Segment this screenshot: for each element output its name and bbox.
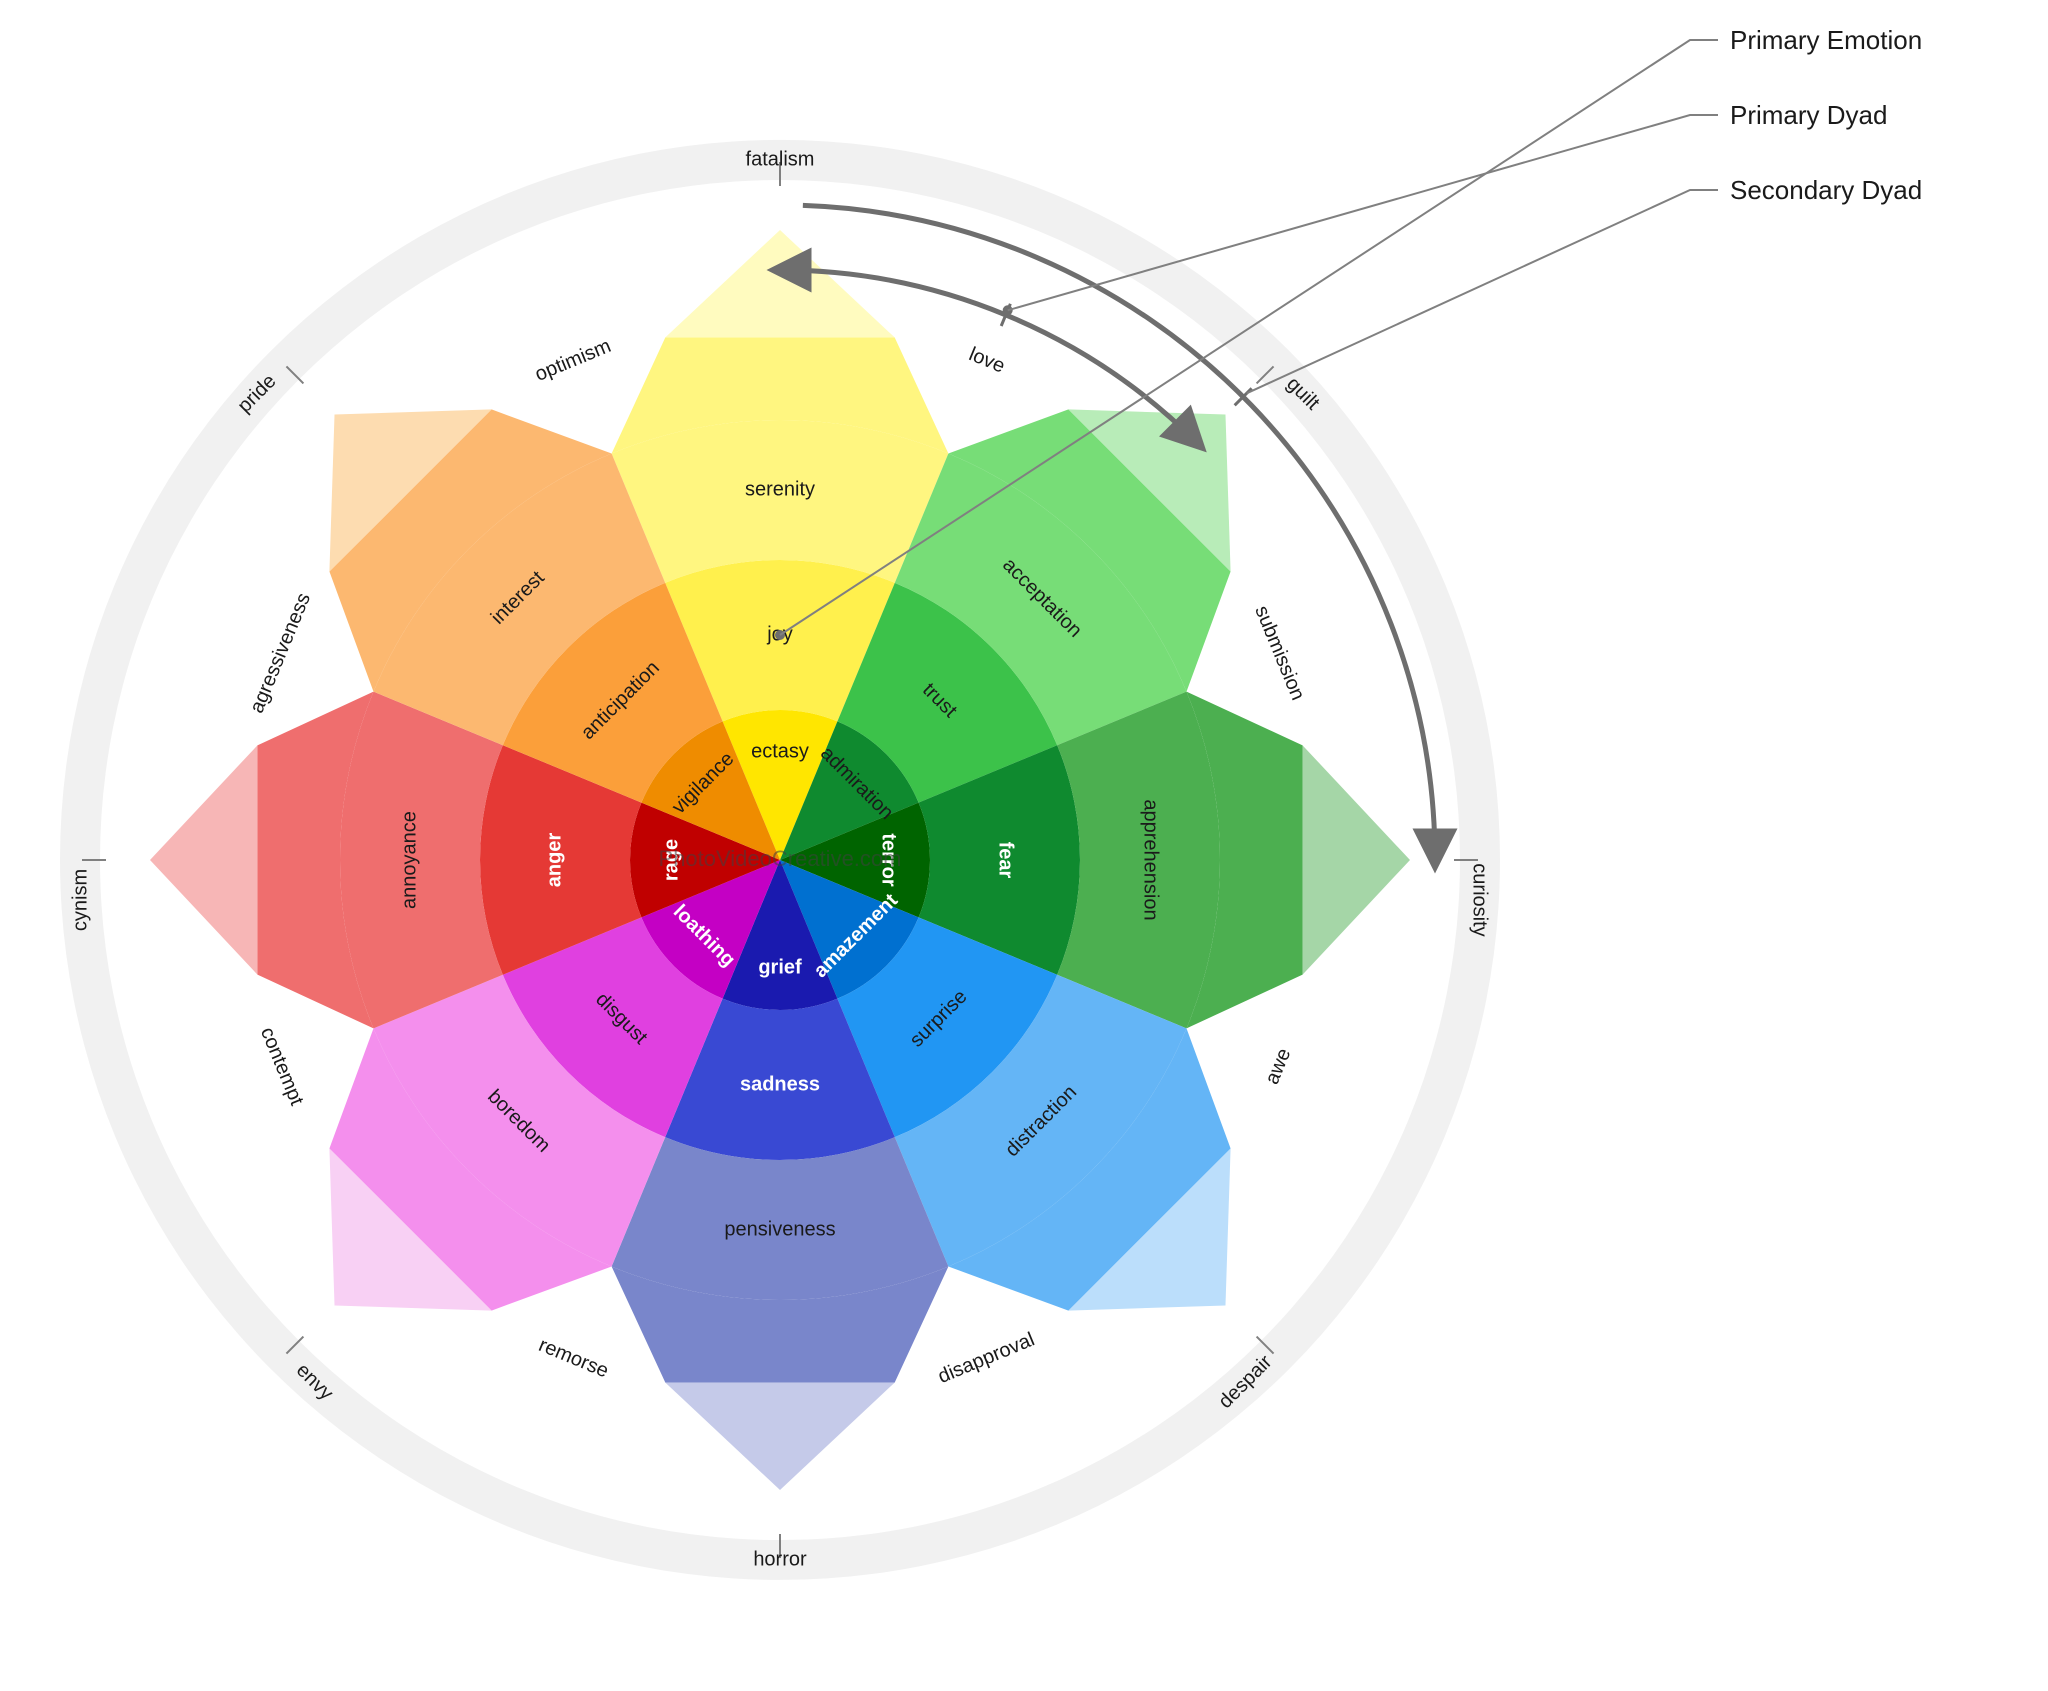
secondary-dyad-0: fatalism: [746, 148, 815, 170]
primary-dyad-0: love: [966, 343, 1008, 377]
petals.4.labels.0: grief: [758, 956, 802, 978]
petal-4-tipB: [665, 1383, 894, 1490]
petals.6.labels.1: anger: [543, 833, 565, 888]
petals.4.labels.2: pensiveness: [724, 1218, 835, 1240]
petals.4.labels.1: sadness: [740, 1073, 820, 1095]
legend-leader-2: [1247, 190, 1718, 393]
primary-dyad-2: awe: [1261, 1045, 1295, 1087]
primary-dyad-1: submission: [1250, 603, 1309, 704]
petal-6-tipB: [150, 745, 257, 974]
primary-dyad-4: remorse: [536, 1334, 612, 1382]
petals.0.labels.0: ectasy: [751, 740, 809, 762]
watermark: PhotoVideoCreative.com: [659, 846, 902, 871]
primary-dyad-3: disapproval: [935, 1328, 1038, 1387]
petals.0.labels.2: serenity: [745, 478, 815, 500]
emotion-wheel-diagram: ectasyjoyserenityadmirationtrustacceptat…: [0, 0, 2048, 1691]
petals.2.labels.1: fear: [995, 842, 1017, 879]
legend-label-0: Primary Emotion: [1730, 25, 1922, 55]
legend-leader-1: [1008, 115, 1718, 310]
petal-6-outer: [340, 692, 503, 1029]
petal-0-tipB: [665, 230, 894, 337]
secondary-dyad-6: cynism: [69, 869, 91, 931]
petal-2-tipB: [1303, 745, 1410, 974]
petals.2.labels.2: apprehension: [1140, 799, 1162, 920]
petal-2-outer: [1057, 692, 1220, 1029]
secondary-dyad-4: horror: [753, 1548, 807, 1570]
petals.6.labels.2: annoyance: [398, 811, 420, 909]
secondary-dyad-2: curiosity: [1469, 863, 1491, 936]
primary-dyad-5: contempt: [256, 1024, 308, 1109]
legend-label-1: Primary Dyad: [1730, 100, 1887, 130]
legend-label-2: Secondary Dyad: [1730, 175, 1922, 205]
primary-dyad-6: agressiveness: [246, 590, 315, 717]
primary-dyad-7: optimism: [532, 335, 614, 386]
